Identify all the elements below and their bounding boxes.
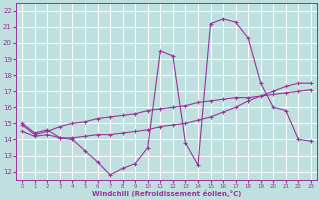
X-axis label: Windchill (Refroidissement éolien,°C): Windchill (Refroidissement éolien,°C) [92, 190, 241, 197]
